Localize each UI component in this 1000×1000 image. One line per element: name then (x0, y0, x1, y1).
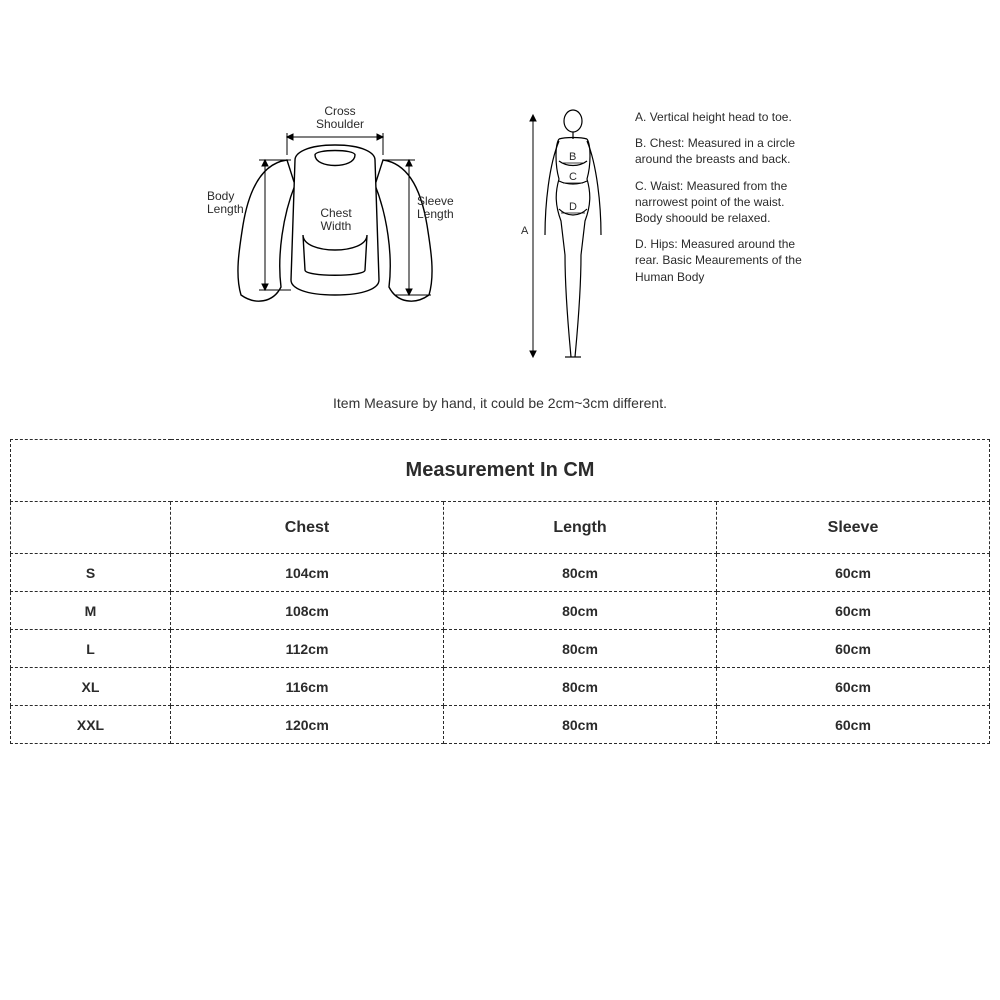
table-header-chest: Chest (171, 502, 444, 554)
chest-cell: 108cm (171, 592, 444, 630)
table-header-length: Length (444, 502, 717, 554)
body-letter-a: A (521, 225, 528, 237)
size-cell: XL (11, 668, 171, 706)
label-cross-shoulder: CrossShoulder (305, 105, 375, 131)
table-row: S 104cm 80cm 60cm (11, 554, 990, 592)
chest-cell: 104cm (171, 554, 444, 592)
length-cell: 80cm (444, 668, 717, 706)
garment-diagram: CrossShoulder BodyLength ChestWidth Slee… (195, 105, 475, 325)
length-cell: 80cm (444, 706, 717, 744)
note-text: Vertical height head to toe. (650, 110, 792, 124)
body-note-b: B. Chest: Measured in a circle around th… (635, 135, 805, 167)
body-note-c: C. Waist: Measured from the narrowest po… (635, 178, 805, 227)
note-text: Hips: Measured around the rear. Basic Me… (635, 237, 802, 283)
size-cell: L (11, 630, 171, 668)
sleeve-cell: 60cm (717, 630, 990, 668)
table-body: S 104cm 80cm 60cm M 108cm 80cm 60cm L 11… (11, 554, 990, 744)
body-letter-b: B (569, 151, 576, 163)
body-diagram-block: A B C D A. Vertical height head to toe. … (515, 105, 805, 365)
body-figure: A B C D (515, 105, 625, 365)
label-chest-width: ChestWidth (311, 207, 361, 233)
sleeve-cell: 60cm (717, 706, 990, 744)
length-cell: 80cm (444, 554, 717, 592)
note-lead: B. (635, 136, 646, 150)
label-body-length: BodyLength (207, 190, 257, 216)
table-title-row: Measurement In CM (11, 440, 990, 502)
chest-cell: 120cm (171, 706, 444, 744)
table-header-sleeve: Sleeve (717, 502, 990, 554)
disclaimer-text: Item Measure by hand, it could be 2cm~3c… (0, 395, 1000, 411)
body-letter-d: D (569, 201, 577, 213)
note-lead: A. (635, 110, 646, 124)
note-text: Waist: Measured from the narrowest point… (635, 179, 787, 225)
sleeve-cell: 60cm (717, 668, 990, 706)
table-header-row: Chest Length Sleeve (11, 502, 990, 554)
table-row: XL 116cm 80cm 60cm (11, 668, 990, 706)
table-row: XXL 120cm 80cm 60cm (11, 706, 990, 744)
table-title: Measurement In CM (11, 440, 990, 502)
sleeve-cell: 60cm (717, 592, 990, 630)
body-letter-c: C (569, 171, 577, 183)
body-note-d: D. Hips: Measured around the rear. Basic… (635, 236, 805, 285)
chest-cell: 112cm (171, 630, 444, 668)
size-table: Measurement In CM Chest Length Sleeve S … (10, 439, 990, 744)
length-cell: 80cm (444, 592, 717, 630)
note-lead: C. (635, 179, 647, 193)
label-sleeve-length: SleeveLength (417, 195, 467, 221)
table-header-blank (11, 502, 171, 554)
size-cell: S (11, 554, 171, 592)
table-row: M 108cm 80cm 60cm (11, 592, 990, 630)
note-text: Chest: Measured in a circle around the b… (635, 136, 795, 166)
body-note-a: A. Vertical height head to toe. (635, 109, 805, 125)
chest-cell: 116cm (171, 668, 444, 706)
size-cell: XXL (11, 706, 171, 744)
size-cell: M (11, 592, 171, 630)
sleeve-cell: 60cm (717, 554, 990, 592)
diagram-row: CrossShoulder BodyLength ChestWidth Slee… (0, 105, 1000, 365)
table-row: L 112cm 80cm 60cm (11, 630, 990, 668)
note-lead: D. (635, 237, 647, 251)
body-notes: A. Vertical height head to toe. B. Chest… (635, 105, 805, 365)
length-cell: 80cm (444, 630, 717, 668)
